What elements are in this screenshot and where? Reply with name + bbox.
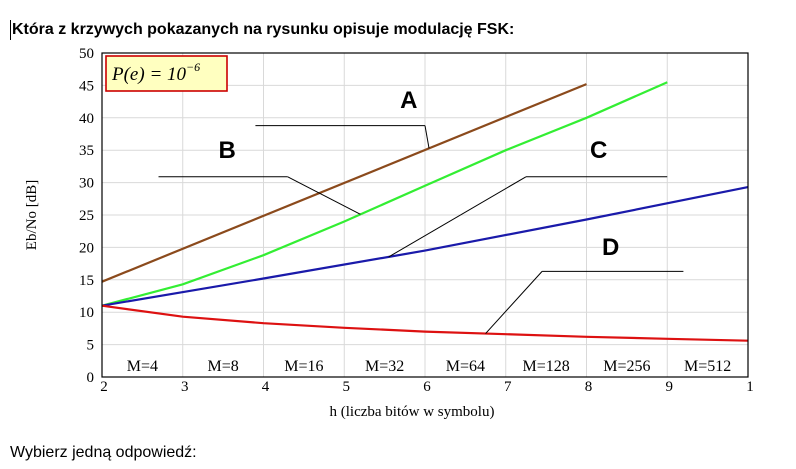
curves xyxy=(101,81,749,342)
callout-leader-c xyxy=(388,176,527,258)
y-tick-label: 0 xyxy=(87,370,95,386)
x-tick-label: 4 xyxy=(262,379,270,395)
annotation-box xyxy=(105,55,228,92)
y-tick-label: 50 xyxy=(79,46,94,62)
y-axis-title: Eb/No [dB] xyxy=(24,180,40,250)
curve-label-c: C xyxy=(590,137,607,164)
y-axis-ticks: 0 5 10 15 20 25 30 35 40 45 50 xyxy=(79,46,94,386)
y-tick-label: 35 xyxy=(79,143,94,159)
curve-d xyxy=(101,304,749,342)
m-labels: M=4 M=8 M=16 M=32 M=64 M=128 M=256 M=512 xyxy=(127,358,732,375)
m-label: M=128 xyxy=(523,358,570,375)
m-label: M=8 xyxy=(208,358,239,375)
annotation-exponent: −6 xyxy=(186,60,200,74)
callout-leader-b xyxy=(287,176,361,215)
x-tick-label: 9 xyxy=(666,379,674,395)
y-tick-label: 25 xyxy=(79,208,94,224)
annotation-text: P(e) = 10−6 xyxy=(111,60,200,85)
x-axis-title: h (liczba bitów w symbolu) xyxy=(330,404,495,420)
callout-leader-a xyxy=(424,125,430,149)
x-tick-label: 6 xyxy=(423,379,431,395)
m-label: M=16 xyxy=(284,358,323,375)
answer-prompt: Wybierz jedną odpowiedź: xyxy=(10,444,197,461)
probability-annotation: P(e) = 10−6 xyxy=(105,55,228,92)
m-label: M=256 xyxy=(603,358,650,375)
y-tick-label: 5 xyxy=(87,338,95,354)
x-tick-label: 5 xyxy=(343,379,351,395)
callout-leader-d xyxy=(485,271,543,334)
x-tick-label: 8 xyxy=(585,379,593,395)
curve-label-a: A xyxy=(400,87,417,114)
curve-b xyxy=(101,81,668,307)
y-tick-label: 30 xyxy=(79,176,94,192)
annotation-prefix: P(e) = 10 xyxy=(111,64,187,85)
x-tick-label: 1 xyxy=(746,379,754,395)
m-label: M=512 xyxy=(684,358,731,375)
plot-frame xyxy=(101,52,749,378)
y-tick-label: 20 xyxy=(79,240,94,256)
chart-grid xyxy=(102,53,748,377)
y-tick-label: 15 xyxy=(79,273,94,289)
curve-label-d: D xyxy=(602,234,619,261)
curve-label-b: B xyxy=(218,137,235,164)
question-text: Która z krzywych pokazanych na rysunku o… xyxy=(10,20,515,40)
x-tick-label: 2 xyxy=(100,379,108,395)
x-tick-label: 3 xyxy=(181,379,189,395)
curve-callouts: A B C D xyxy=(158,87,684,334)
y-tick-label: 45 xyxy=(79,78,94,94)
m-label: M=32 xyxy=(365,358,404,375)
x-axis-ticks: 2 3 4 5 6 7 8 9 1 xyxy=(100,379,754,395)
m-label: M=4 xyxy=(127,358,158,375)
x-tick-label: 7 xyxy=(504,379,512,395)
y-tick-label: 10 xyxy=(79,305,94,321)
curve-a xyxy=(101,83,587,283)
m-label: M=64 xyxy=(446,358,485,375)
curve-c xyxy=(101,186,749,307)
y-tick-label: 40 xyxy=(79,111,94,127)
